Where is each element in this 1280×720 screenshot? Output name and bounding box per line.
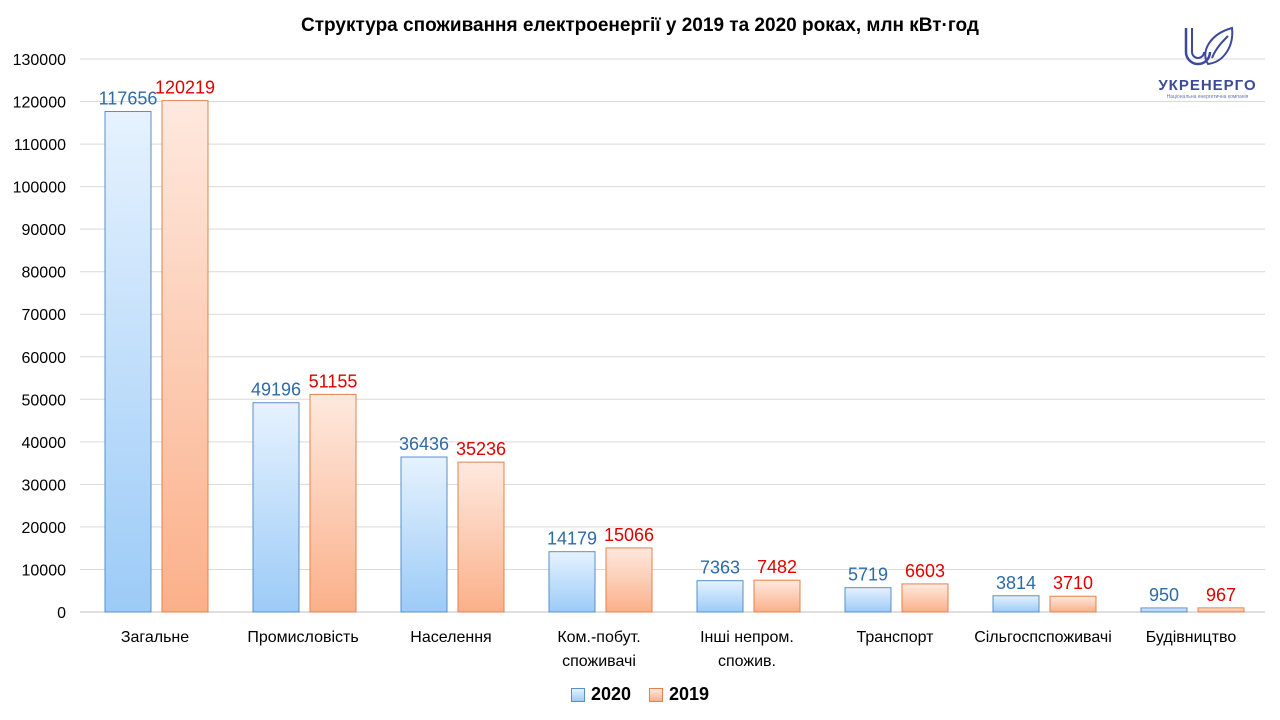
ukrenergo-logo: УКРЕНЕРГО Національна енергетична компан…	[1150, 24, 1265, 100]
y-tick-label: 100000	[13, 180, 66, 197]
bar-2020	[252, 402, 300, 613]
bar-2019	[753, 579, 801, 613]
y-tick-label: 30000	[22, 477, 67, 494]
legend-item-2019: 2019	[649, 684, 709, 705]
bar-2020	[696, 580, 744, 613]
bar-2020	[1140, 607, 1188, 613]
data-label-2019: 967	[1206, 585, 1236, 605]
bar-2020	[992, 595, 1040, 613]
y-tick-label: 0	[57, 605, 66, 622]
legend: 2020 2019	[0, 684, 1280, 705]
bar-2020	[104, 111, 152, 613]
y-tick-label: 50000	[22, 392, 67, 409]
y-tick-label: 40000	[22, 435, 67, 452]
y-tick-label: 80000	[22, 265, 67, 282]
data-label-2020: 36436	[399, 434, 449, 454]
bar-2019	[1049, 595, 1097, 613]
chart-title: Структура споживання електроенергії у 20…	[301, 15, 979, 36]
bar-2019	[161, 100, 209, 613]
data-label-2020: 5719	[848, 565, 888, 585]
bar-2020	[400, 456, 448, 613]
x-category-label: Будівництво	[1146, 629, 1237, 646]
y-tick-label: 110000	[14, 137, 66, 154]
legend-item-2020: 2020	[570, 684, 631, 705]
data-label-2019: 51155	[309, 371, 358, 391]
data-label-2019: 15066	[604, 525, 654, 545]
y-tick-label: 90000	[22, 222, 67, 239]
data-label-2020: 14179	[547, 529, 597, 549]
y-tick-label: 120000	[13, 95, 66, 112]
data-label-2020: 3814	[996, 573, 1036, 593]
data-label-2020: 117656	[99, 89, 158, 109]
logo-name: УКРЕНЕРГО	[1158, 77, 1257, 94]
x-category-label: Ком.-побут.	[557, 629, 640, 646]
y-tick-label: 20000	[22, 520, 67, 537]
data-label-2020: 7363	[700, 558, 740, 578]
bar-2020	[548, 551, 596, 613]
bar-2019	[457, 461, 505, 613]
legend-swatch-2020	[570, 687, 585, 702]
x-category-label: Транспорт	[857, 629, 935, 646]
x-category-label: споживачі	[562, 653, 636, 670]
y-tick-label: 70000	[22, 307, 67, 324]
data-label-2020: 950	[1149, 585, 1179, 605]
logo-tagline: Національна енергетична компанія	[1166, 94, 1249, 100]
legend-label-2020: 2020	[590, 684, 631, 704]
data-label-2019: 35236	[456, 439, 506, 459]
legend-label-2019: 2019	[669, 684, 710, 704]
data-label-2020: 49196	[251, 380, 301, 400]
x-category-label: Інші непром.	[700, 629, 794, 646]
data-label-2019: 7482	[757, 557, 797, 577]
y-tick-label: 130000	[13, 52, 66, 69]
x-category-label: Загальне	[121, 629, 189, 646]
y-tick-label: 60000	[22, 350, 67, 367]
legend-swatch-2019	[649, 687, 663, 702]
x-category-label: Населення	[410, 629, 491, 646]
y-tick-label: 10000	[22, 562, 67, 579]
data-label-2019: 3710	[1053, 573, 1093, 593]
data-label-2019: 6603	[905, 561, 945, 581]
bar-2019	[605, 547, 653, 613]
x-category-label: спожив.	[718, 653, 776, 670]
bar-2019	[1197, 607, 1245, 613]
bar-2020	[844, 587, 892, 613]
bar-2019	[901, 583, 949, 613]
bar-2019	[309, 393, 357, 613]
x-category-label: Сільгоспспоживачі	[974, 629, 1112, 646]
data-label-2019: 120219	[155, 78, 215, 98]
x-category-label: Промисловість	[247, 629, 358, 646]
